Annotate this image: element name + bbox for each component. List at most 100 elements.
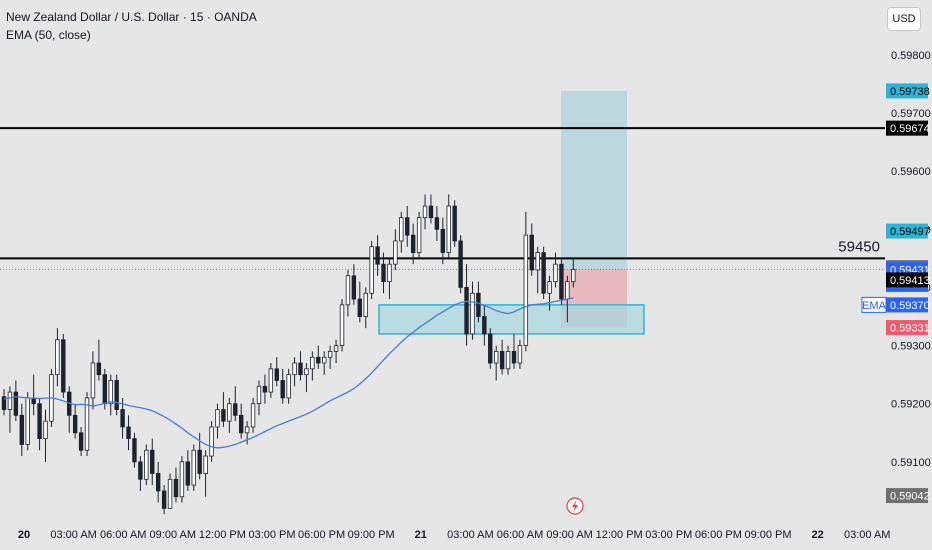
candle xyxy=(333,339,339,364)
price-tag: 0.59331 xyxy=(886,320,930,336)
candle xyxy=(422,194,428,230)
price-tag: 0.59497 xyxy=(886,223,930,239)
candle xyxy=(43,409,48,462)
candle xyxy=(55,328,60,387)
svg-text:EMA: EMA xyxy=(862,300,887,312)
price-axis-label: 0.59100 xyxy=(891,457,931,469)
price-tag: 0.59370 xyxy=(886,297,930,313)
candle xyxy=(499,339,505,375)
candle xyxy=(221,392,226,427)
price-tag: 0.59042 xyxy=(886,488,930,504)
candle xyxy=(203,450,208,497)
candle xyxy=(476,281,481,323)
candle xyxy=(161,485,167,515)
candle xyxy=(559,258,564,305)
candle xyxy=(322,351,327,375)
candle xyxy=(31,374,36,416)
price-axis-label: 0.59600 xyxy=(891,166,931,178)
svg-text:0.59370: 0.59370 xyxy=(890,300,930,312)
candle xyxy=(72,403,78,439)
candle xyxy=(363,287,368,329)
target-zone[interactable] xyxy=(561,90,627,270)
svg-text:0.59738: 0.59738 xyxy=(890,86,930,98)
candle xyxy=(446,194,451,259)
candle xyxy=(155,461,161,503)
price-tag: 0.59674 xyxy=(886,120,930,136)
candle xyxy=(511,333,517,369)
candle xyxy=(316,345,321,369)
candle xyxy=(191,444,196,491)
time-axis-label: 03:00 AM xyxy=(50,529,96,541)
candle xyxy=(120,397,125,439)
price-axis-label: 0.59200 xyxy=(891,399,931,411)
candle xyxy=(108,374,113,416)
svg-text:0.59497: 0.59497 xyxy=(890,226,930,238)
candle xyxy=(150,438,155,486)
candle xyxy=(428,194,434,224)
time-axis-label: 06:00 AM xyxy=(497,529,543,541)
candle xyxy=(339,299,345,352)
candle xyxy=(61,333,66,398)
candle xyxy=(132,432,137,468)
candle xyxy=(233,386,238,422)
candle xyxy=(464,264,469,346)
price-axis-label: 0.59300 xyxy=(891,341,931,353)
candle xyxy=(523,211,529,352)
candle xyxy=(280,368,285,404)
candle xyxy=(25,392,30,451)
candle xyxy=(304,363,309,393)
time-axis-label: 12:00 PM xyxy=(199,529,246,541)
candle xyxy=(416,211,422,259)
ema-line[interactable] xyxy=(3,297,574,449)
candle xyxy=(78,426,84,457)
candle xyxy=(268,363,274,398)
candle xyxy=(185,450,191,491)
candle xyxy=(440,217,446,265)
time-axis-label: 12:00 PM xyxy=(596,529,643,541)
symbol-title: New Zealand Dollar / U.S. Dollar · 15 · … xyxy=(6,10,257,24)
time-axis-label: 06:00 AM xyxy=(100,529,146,541)
indicator-legend[interactable]: EMA (50, close) xyxy=(6,28,91,42)
time-axis-label: 22 xyxy=(811,529,823,541)
candle xyxy=(381,252,386,294)
candle xyxy=(547,275,552,311)
price-axis-label: 0.59700 xyxy=(891,108,931,120)
demand-zone-box[interactable] xyxy=(378,304,645,335)
price-axis-label: 0.59800 xyxy=(891,50,931,62)
candle xyxy=(505,345,511,375)
time-axis-label: 06:00 PM xyxy=(695,529,742,541)
svg-text:0.59331: 0.59331 xyxy=(890,323,930,335)
candle xyxy=(405,206,410,247)
time-axis-label: 20 xyxy=(18,529,30,541)
candle xyxy=(244,421,250,445)
candle xyxy=(345,270,351,317)
level-annotation[interactable]: 59450 xyxy=(838,238,880,255)
candle xyxy=(535,246,540,294)
svg-text:0.59042: 0.59042 xyxy=(890,491,930,503)
candle xyxy=(357,281,362,323)
candle xyxy=(250,397,256,433)
candle xyxy=(7,386,13,433)
lightning-icon[interactable] xyxy=(566,497,584,515)
candle xyxy=(209,421,214,462)
time-axis-label: 09:00 PM xyxy=(744,529,791,541)
candle xyxy=(167,473,173,509)
candle xyxy=(238,403,244,439)
candle xyxy=(517,339,523,369)
candle xyxy=(37,397,42,451)
candle xyxy=(227,397,232,433)
price-tag: 0.59738 xyxy=(886,83,930,99)
candle xyxy=(452,200,457,247)
candle xyxy=(434,206,440,241)
candle xyxy=(571,258,576,288)
candle xyxy=(1,389,7,416)
candle xyxy=(541,246,546,300)
currency-button[interactable]: USD xyxy=(887,7,921,31)
candle xyxy=(327,345,333,369)
time-axis-label: 09:00 AM xyxy=(150,529,196,541)
time-axis-label: 21 xyxy=(415,529,427,541)
candle xyxy=(215,403,220,439)
ema-axis-label: EMA xyxy=(861,296,887,313)
candle xyxy=(292,357,297,387)
